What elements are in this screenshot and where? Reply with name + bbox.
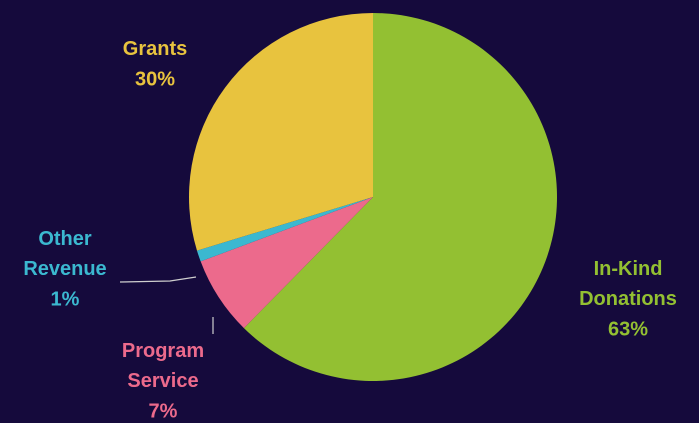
value-label: 1% (51, 288, 80, 310)
pie-slice (196, 197, 373, 262)
value-label: 7% (149, 400, 178, 422)
value-label: 63% (608, 318, 648, 340)
pie-slice (200, 197, 373, 329)
slice-label: Program Service (122, 340, 204, 392)
slice-label: In-Kind Donations (579, 258, 677, 310)
slice-label: Grants (123, 38, 187, 60)
value-label: 30% (135, 68, 175, 90)
leader-line (119, 276, 197, 283)
slice-label: Other Revenue (23, 228, 106, 280)
pie-slice (243, 13, 557, 381)
pie-slice (188, 13, 373, 251)
